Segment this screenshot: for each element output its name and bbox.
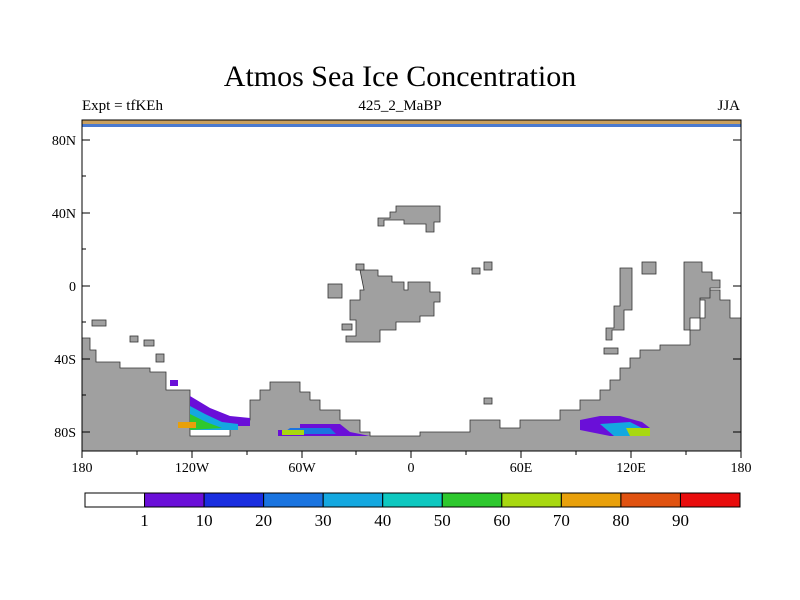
colorbar-label: 60	[493, 511, 510, 530]
land-small-central	[355, 263, 365, 271]
x-tick-label: 180	[731, 461, 752, 476]
land-small-east	[641, 261, 657, 275]
colorbar-swatch	[263, 492, 324, 508]
y-ticks	[82, 139, 741, 433]
x-tick-labels: 180 120W 60W 0 60E 120E 180	[72, 461, 752, 476]
land-island-west-2	[129, 335, 139, 343]
colorbar-label: 70	[553, 511, 570, 530]
land-island-central	[327, 283, 343, 299]
x-tick-label: 60E	[510, 461, 533, 476]
land-island-west-3	[143, 339, 155, 347]
colorbar-swatch	[501, 492, 562, 508]
land-small-north-2	[483, 261, 493, 271]
colorbar-swatch	[322, 492, 384, 508]
colorbar-swatch	[679, 492, 741, 508]
colorbar-swatch	[560, 492, 622, 508]
land-small-south	[483, 397, 493, 405]
ice-patch-west-core	[178, 422, 196, 428]
arctic-band-ice	[82, 124, 741, 127]
y-tick-label: 40S	[54, 353, 76, 368]
period-label: 425_2_MaBP	[358, 98, 442, 114]
ice-patch-central-inner	[282, 430, 304, 435]
land-eastern-continent	[683, 261, 721, 331]
arctic-band-land	[82, 120, 741, 124]
y-tick-label: 80S	[54, 426, 76, 441]
colorbar: 1 10 20 30 40 50 60 70 80 90	[84, 492, 741, 530]
colorbar-label: 90	[672, 511, 689, 530]
x-tick-label: 120W	[175, 461, 210, 476]
y-tick-label: 40N	[52, 207, 76, 222]
colorbar-label: 40	[374, 511, 391, 530]
colorbar-label: 80	[612, 511, 629, 530]
land-small-east-2	[603, 347, 619, 355]
x-tick-label: 60W	[288, 461, 316, 476]
land-island-west-4	[155, 353, 165, 363]
colorbar-swatch	[84, 492, 146, 508]
ice-patch-east-inner	[626, 428, 650, 436]
colorbar-label: 50	[434, 511, 451, 530]
colorbar-label: 30	[315, 511, 332, 530]
y-tick-labels: 80N 40N 0 40S 80S	[52, 134, 76, 441]
colorbar-label: 20	[255, 511, 272, 530]
colorbar-swatch	[620, 492, 681, 508]
colorbar-swatch	[382, 492, 443, 508]
sea-ice-patches	[170, 380, 650, 436]
land-island-central-2	[341, 323, 353, 331]
ice-patch-west-edge	[170, 380, 178, 386]
colorbar-swatch	[144, 492, 205, 508]
season-label: JJA	[717, 98, 740, 114]
y-tick-label: 0	[69, 280, 76, 295]
colorbar-swatch	[203, 492, 265, 508]
x-ticks	[81, 451, 742, 458]
map-title: Atmos Sea Ice Concentration	[223, 60, 577, 93]
colorbar-swatch	[441, 492, 503, 508]
land-central-continent	[345, 269, 441, 343]
x-tick-label: 120E	[616, 461, 646, 476]
colorbar-label: 10	[196, 511, 213, 530]
x-tick-label: 180	[72, 461, 93, 476]
land-antarctica	[81, 287, 742, 452]
colorbar-label: 1	[140, 511, 149, 530]
x-tick-label: 0	[408, 461, 415, 476]
land-masses	[81, 205, 742, 452]
land-small-north	[471, 267, 481, 275]
ice-patch-west-inner	[190, 414, 222, 430]
land-island-west-1	[91, 319, 107, 327]
y-tick-label: 80N	[52, 134, 76, 149]
experiment-label: Expt = tfKEh	[82, 98, 163, 114]
land-island-east	[605, 267, 633, 341]
land-northern-continent	[377, 205, 441, 233]
